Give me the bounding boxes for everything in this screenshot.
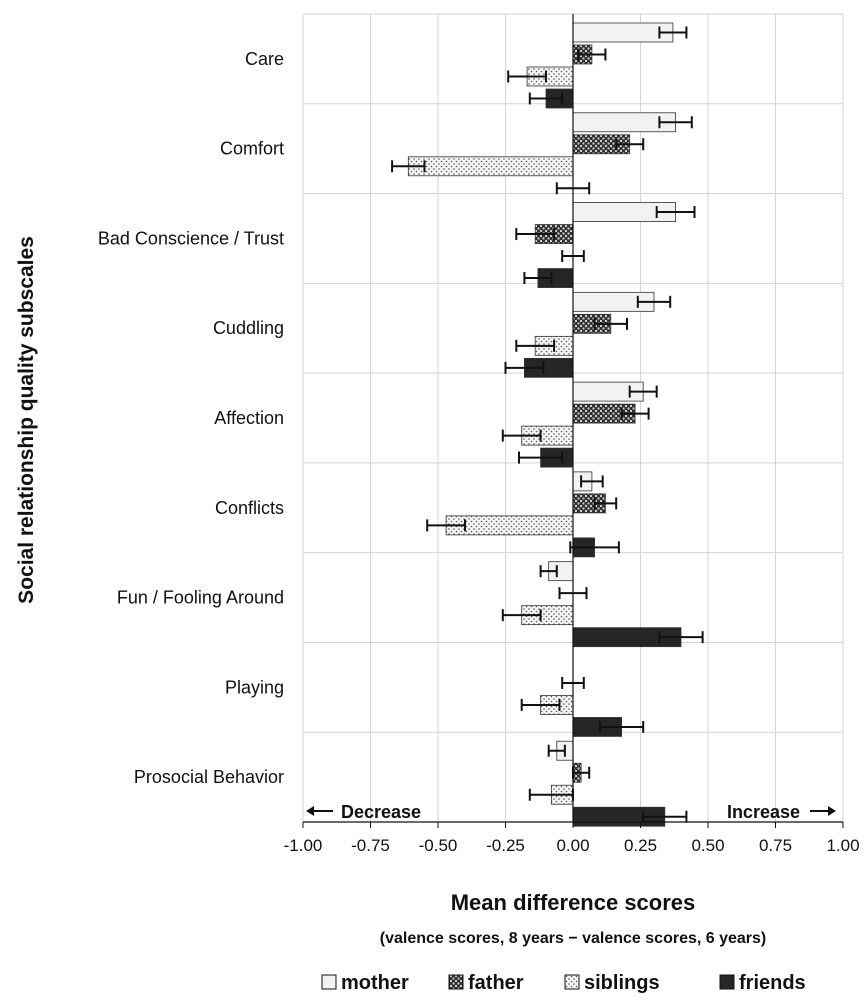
bar-mother (572, 22, 674, 43)
error-bar-friends (642, 810, 688, 823)
error-bar-mother (655, 206, 696, 219)
x-tick-label: -1.00 (284, 836, 323, 855)
error-bar-friends (528, 92, 564, 105)
category-label: Affection (214, 408, 284, 428)
category-label: Prosocial Behavior (134, 767, 284, 787)
legend-swatch (448, 974, 464, 990)
x-tick-label: -0.50 (419, 836, 458, 855)
error-bar-mother (658, 26, 688, 39)
decrease-arrow-icon (306, 806, 333, 816)
error-bar-mother (539, 565, 558, 578)
category-label: Bad Conscience / Trust (98, 228, 284, 248)
decrease-annotation: Decrease (341, 802, 421, 822)
error-bar-siblings (501, 609, 542, 622)
error-bar-mother (628, 385, 658, 398)
error-bar-friends (523, 272, 553, 285)
legend-item-friends: friends (719, 972, 806, 994)
legend-label: father (468, 972, 524, 994)
error-bar-mother (636, 295, 672, 308)
increase-annotation: Increase (727, 802, 800, 822)
error-bar-mother (547, 744, 566, 757)
category-label: Cuddling (213, 318, 284, 338)
error-bar-father (615, 138, 645, 151)
error-bar-mother (580, 475, 604, 488)
error-bar-friends (658, 631, 704, 644)
legend-label: friends (739, 972, 806, 994)
bars (391, 22, 704, 827)
legend-label: mother (341, 972, 409, 994)
error-bar-friends (569, 541, 620, 554)
error-bar-siblings (501, 429, 542, 442)
error-bar-father (593, 497, 618, 510)
error-bar-siblings (507, 70, 547, 83)
x-tick-label: -0.25 (486, 836, 525, 855)
error-bar-friends (504, 361, 545, 374)
error-bar-siblings (391, 160, 426, 173)
legend-swatch (564, 974, 580, 990)
axes: -1.00 -0.75 -0.50 -0.25 0.00 0.25 0.50 0.75 1.00… (98, 14, 860, 855)
legend: mother father siblings friends (321, 972, 806, 994)
error-bar-friends (518, 451, 564, 464)
x-tick-label: -0.75 (351, 836, 390, 855)
category-label: Fun / Fooling Around (117, 588, 284, 608)
x-tick-label: 0.00 (556, 836, 589, 855)
x-tick-label: 0.25 (624, 836, 657, 855)
legend-item-mother: mother (321, 972, 409, 994)
error-bar-siblings (515, 339, 556, 352)
bar-siblings (407, 156, 574, 177)
x-tick-label: 0.50 (691, 836, 724, 855)
legend-swatch (321, 974, 337, 990)
error-bar-friends (599, 720, 645, 733)
category-label: Playing (225, 677, 284, 697)
legend-swatch (719, 974, 735, 990)
legend-label: siblings (584, 972, 660, 994)
error-bar-father (515, 228, 556, 241)
error-bar-father (620, 407, 650, 420)
x-tick-label: 1.00 (826, 836, 859, 855)
legend-item-father: father (448, 972, 524, 994)
category-label: Care (245, 49, 284, 69)
category-label: Conflicts (215, 498, 284, 518)
legend-item-siblings: siblings (564, 972, 660, 994)
x-tick-label: 0.75 (759, 836, 792, 855)
error-bar-father (593, 317, 628, 330)
error-bar-father (577, 48, 607, 61)
error-bar-siblings (426, 519, 466, 532)
category-label: Comfort (220, 139, 284, 159)
y-axis-title: Social relationship quality subscales (15, 236, 38, 604)
x-axis-subtitle: (valence scores, 8 years − valence score… (380, 930, 767, 947)
increase-arrow-icon (810, 806, 836, 816)
error-bar-siblings (520, 698, 561, 711)
x-axis-title: Mean difference scores (451, 890, 696, 915)
error-bar-mother (658, 116, 693, 129)
